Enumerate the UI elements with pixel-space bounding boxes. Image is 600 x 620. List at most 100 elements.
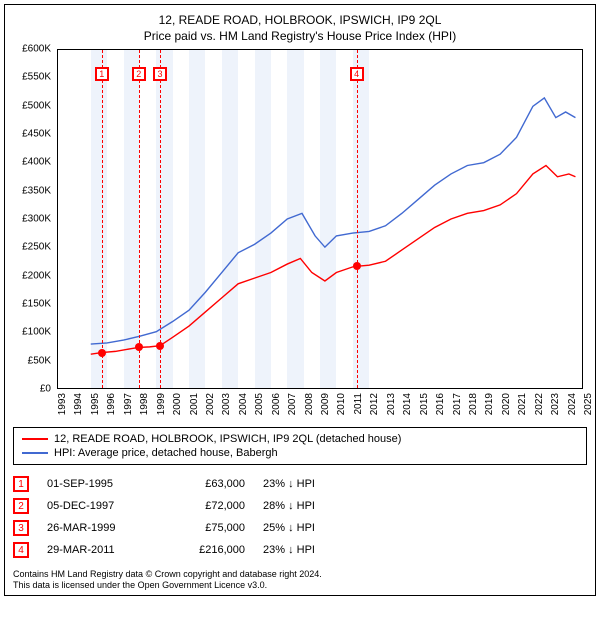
y-tick-label: £50K: [28, 355, 51, 366]
x-tick-label: 1995: [90, 393, 101, 415]
y-tick-label: £100K: [22, 327, 51, 338]
sale-dot: [98, 349, 106, 357]
transaction-delta: 25% ↓ HPI: [263, 522, 353, 534]
series-line: [91, 165, 576, 354]
x-tick-label: 2012: [369, 393, 380, 415]
y-tick-label: £550K: [22, 72, 51, 83]
y-tick-label: £250K: [22, 242, 51, 253]
x-tick-label: 2010: [336, 393, 347, 415]
x-tick-label: 2007: [287, 393, 298, 415]
transaction-date: 29-MAR-2011: [47, 544, 147, 556]
chart-title-address: 12, READE ROAD, HOLBROOK, IPSWICH, IP9 2…: [13, 13, 587, 27]
sale-vline: [357, 50, 358, 388]
transaction-delta: 23% ↓ HPI: [263, 544, 353, 556]
transaction-date: 05-DEC-1997: [47, 500, 147, 512]
y-tick-label: £500K: [22, 100, 51, 111]
x-tick-label: 2020: [501, 393, 512, 415]
chart-container: 12, READE ROAD, HOLBROOK, IPSWICH, IP9 2…: [4, 4, 596, 596]
transaction-row: 4 29-MAR-2011 £216,000 23% ↓ HPI: [13, 539, 587, 561]
footer-line-2: This data is licensed under the Open Gov…: [13, 580, 587, 591]
legend-row: 12, READE ROAD, HOLBROOK, IPSWICH, IP9 2…: [22, 432, 578, 446]
sale-marker-badge: 2: [132, 67, 146, 81]
x-tick-label: 2021: [517, 393, 528, 415]
x-tick-label: 2022: [534, 393, 545, 415]
transaction-row: 3 26-MAR-1999 £75,000 25% ↓ HPI: [13, 517, 587, 539]
transaction-price: £216,000: [165, 544, 245, 556]
transaction-price: £72,000: [165, 500, 245, 512]
y-tick-label: £400K: [22, 157, 51, 168]
y-tick-label: £150K: [22, 299, 51, 310]
x-tick-label: 2002: [205, 393, 216, 415]
legend-label: HPI: Average price, detached house, Babe…: [54, 447, 278, 459]
x-tick-label: 2003: [221, 393, 232, 415]
x-tick-label: 2014: [402, 393, 413, 415]
chart-title-sub: Price paid vs. HM Land Registry's House …: [13, 29, 587, 43]
transaction-price: £75,000: [165, 522, 245, 534]
footer-attribution: Contains HM Land Registry data © Crown c…: [13, 569, 587, 591]
y-tick-label: £0: [40, 384, 51, 395]
transaction-delta: 28% ↓ HPI: [263, 500, 353, 512]
x-tick-label: 1999: [156, 393, 167, 415]
sale-marker-badge: 4: [350, 67, 364, 81]
x-tick-label: 2011: [353, 393, 364, 415]
x-axis: 1993 1994 1995 1996 1997 1998 1999 2000 2001 2002…: [57, 391, 583, 419]
transaction-date: 01-SEP-1995: [47, 478, 147, 490]
sale-dot: [353, 262, 361, 270]
transactions-table: 1 01-SEP-1995 £63,000 23% ↓ HPI 2 05-DEC-1997…: [13, 473, 587, 561]
title-block: 12, READE ROAD, HOLBROOK, IPSWICH, IP9 2…: [13, 13, 587, 43]
x-tick-label: 2015: [419, 393, 430, 415]
y-axis: £0£50K£100K£150K£200K£250K£300K£350K£400…: [13, 49, 53, 389]
transaction-date: 26-MAR-1999: [47, 522, 147, 534]
x-tick-label: 2008: [304, 393, 315, 415]
x-tick-label: 2004: [238, 393, 249, 415]
sale-vline: [139, 50, 140, 388]
x-tick-label: 2005: [254, 393, 265, 415]
legend-swatch: [22, 438, 48, 440]
chart-area: £0 £50K £100K £150K £200K £250K £300K £350K £400…: [13, 49, 587, 419]
sale-marker-badge: 3: [153, 67, 167, 81]
x-tick-label: 2018: [468, 393, 479, 415]
x-tick-label: 2006: [271, 393, 282, 415]
y-tick-label: £300K: [22, 214, 51, 225]
x-tick-label: 2017: [452, 393, 463, 415]
x-tick-label: 2025: [583, 393, 594, 415]
legend-swatch: [22, 452, 48, 454]
x-tick-label: 2016: [435, 393, 446, 415]
transaction-row: 1 01-SEP-1995 £63,000 23% ↓ HPI: [13, 473, 587, 495]
sale-dot: [135, 343, 143, 351]
transaction-delta: 23% ↓ HPI: [263, 478, 353, 490]
x-tick-label: 1994: [73, 393, 84, 415]
x-tick-label: 2001: [189, 393, 200, 415]
x-tick-label: 2023: [550, 393, 561, 415]
sale-vline: [102, 50, 103, 388]
sale-vline: [160, 50, 161, 388]
y-tick-label: £350K: [22, 185, 51, 196]
x-tick-label: 1996: [106, 393, 117, 415]
x-tick-label: 2013: [386, 393, 397, 415]
legend: 12, READE ROAD, HOLBROOK, IPSWICH, IP9 2…: [13, 427, 587, 465]
x-tick-label: 2019: [484, 393, 495, 415]
chart-lines-svg: [58, 50, 582, 388]
y-tick-label: £600K: [22, 44, 51, 55]
transaction-badge: 4: [13, 542, 29, 558]
x-tick-label: 1993: [57, 393, 68, 415]
transaction-row: 2 05-DEC-1997 £72,000 28% ↓ HPI: [13, 495, 587, 517]
sale-marker-badge: 1: [95, 67, 109, 81]
sale-dot: [156, 342, 164, 350]
y-tick-label: £450K: [22, 129, 51, 140]
legend-row: HPI: Average price, detached house, Babe…: [22, 446, 578, 460]
x-tick-label: 1997: [123, 393, 134, 415]
transaction-badge: 2: [13, 498, 29, 514]
transaction-price: £63,000: [165, 478, 245, 490]
plot-region: 1 23 4: [57, 49, 583, 389]
footer-line-1: Contains HM Land Registry data © Crown c…: [13, 569, 587, 580]
series-line: [91, 98, 576, 344]
transaction-badge: 1: [13, 476, 29, 492]
legend-label: 12, READE ROAD, HOLBROOK, IPSWICH, IP9 2…: [54, 433, 401, 445]
x-tick-label: 1998: [139, 393, 150, 415]
x-tick-label: 2009: [320, 393, 331, 415]
x-tick-label: 2000: [172, 393, 183, 415]
transaction-badge: 3: [13, 520, 29, 536]
y-tick-label: £200K: [22, 270, 51, 281]
x-tick-label: 2024: [567, 393, 578, 415]
